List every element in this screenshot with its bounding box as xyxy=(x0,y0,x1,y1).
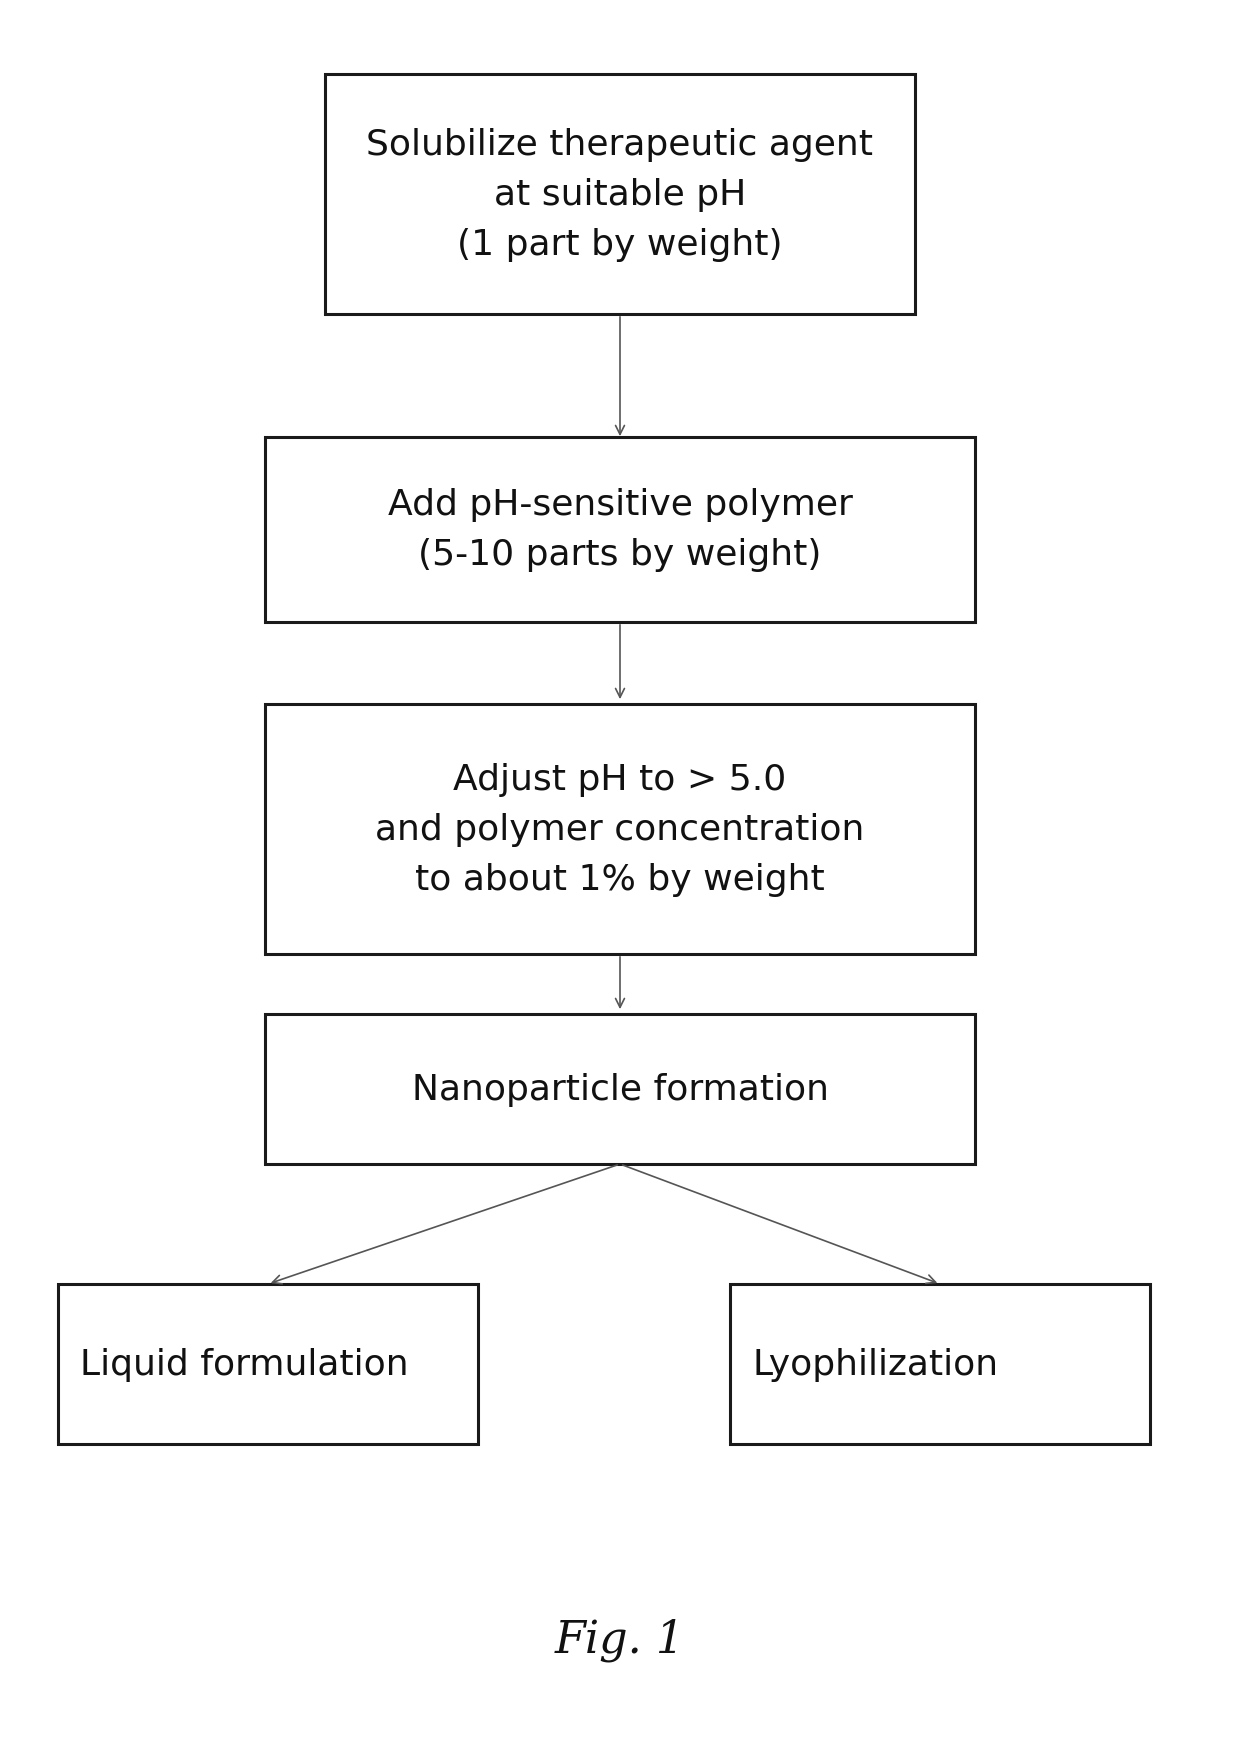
Text: Liquid formulation: Liquid formulation xyxy=(81,1348,409,1381)
Bar xyxy=(325,75,915,314)
Bar xyxy=(58,1285,477,1444)
Text: Lyophilization: Lyophilization xyxy=(751,1348,998,1381)
Bar xyxy=(265,704,975,955)
Bar xyxy=(265,437,975,621)
Bar xyxy=(730,1285,1149,1444)
Text: Add pH-sensitive polymer
(5-10 parts by weight): Add pH-sensitive polymer (5-10 parts by … xyxy=(388,488,852,572)
Text: Fig. 1: Fig. 1 xyxy=(554,1618,686,1660)
Bar xyxy=(265,1014,975,1164)
Text: Nanoparticle formation: Nanoparticle formation xyxy=(412,1072,828,1106)
Text: Adjust pH to > 5.0
and polymer concentration
to about 1% by weight: Adjust pH to > 5.0 and polymer concentra… xyxy=(376,762,864,897)
Text: Solubilize therapeutic agent
at suitable pH
(1 part by weight): Solubilize therapeutic agent at suitable… xyxy=(367,128,873,261)
